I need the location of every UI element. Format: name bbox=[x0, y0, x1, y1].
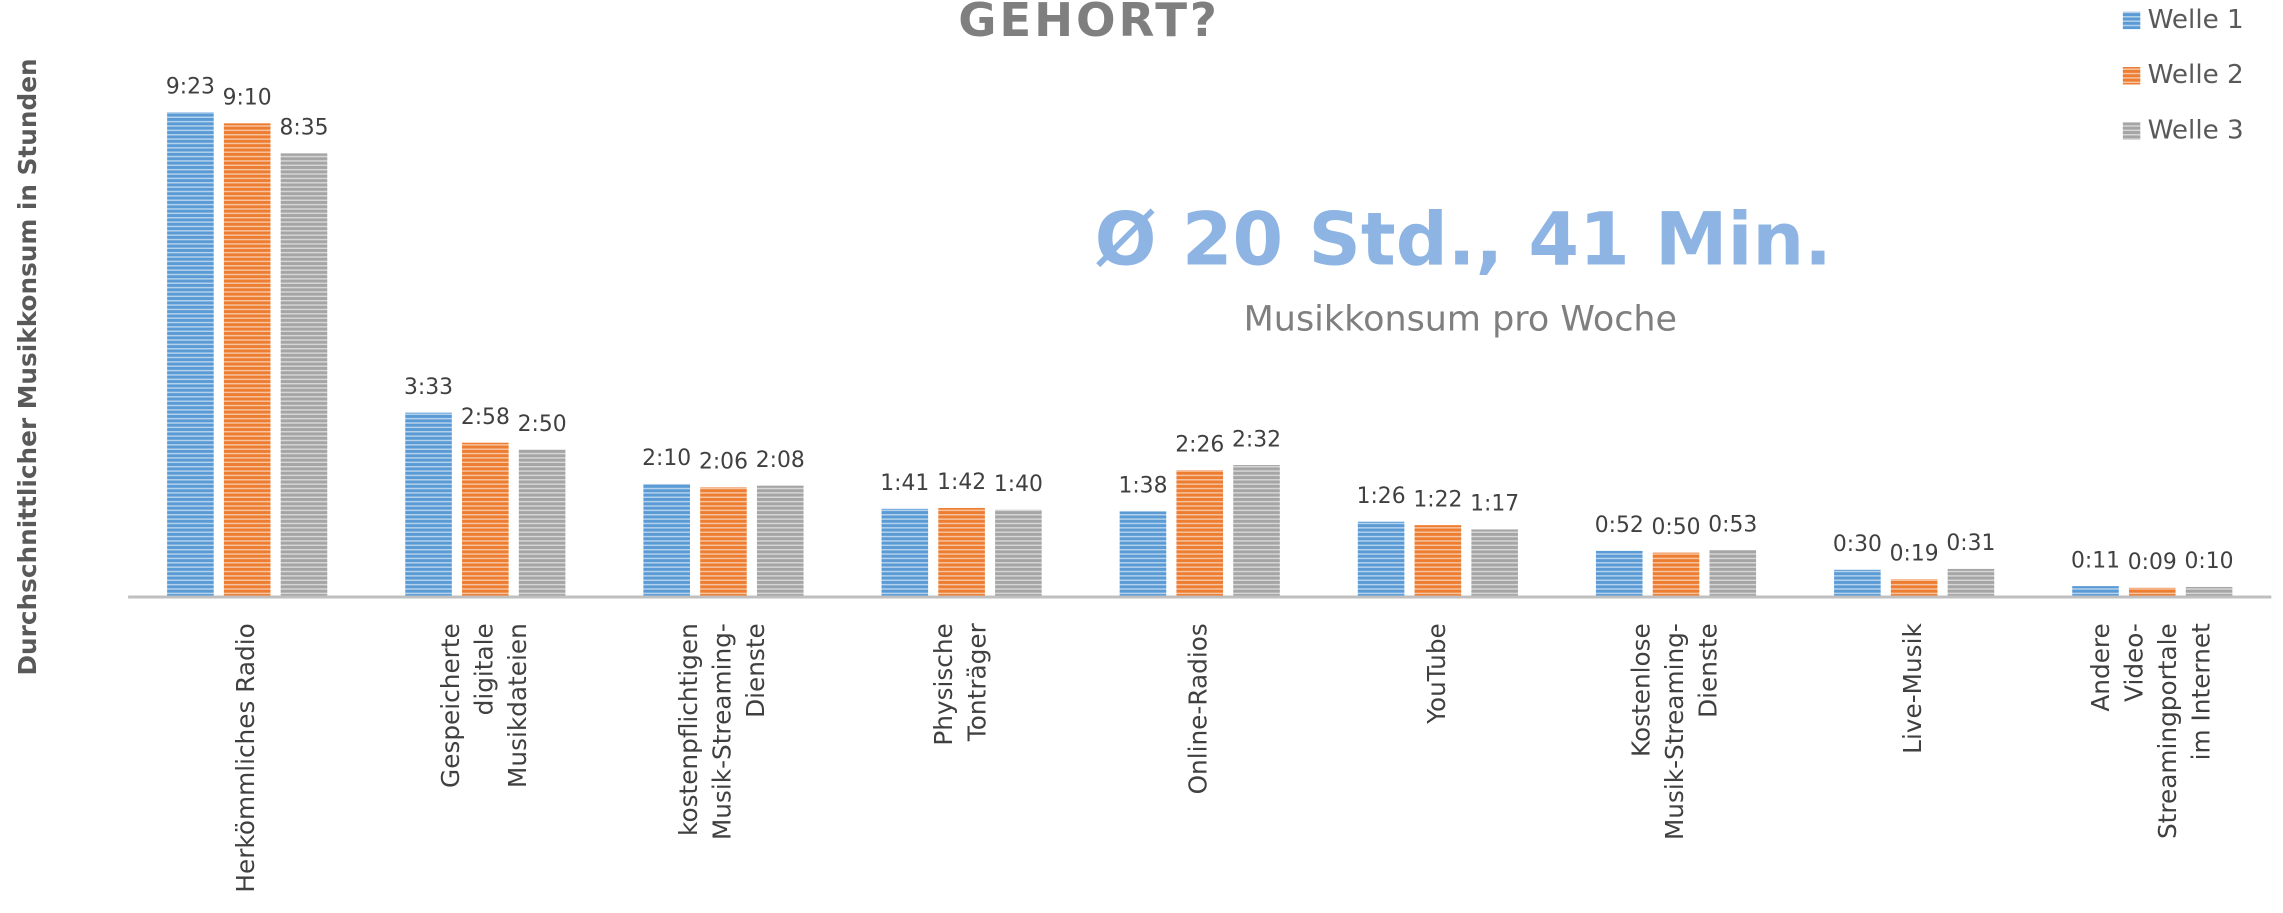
value-label: 2:10 bbox=[642, 446, 691, 471]
bar bbox=[756, 485, 804, 596]
x-tick-label: Kostenlose Musik-Streaming- Dienste bbox=[1627, 623, 1723, 840]
bar bbox=[1471, 529, 1518, 596]
value-label: 2:06 bbox=[699, 450, 748, 475]
bar bbox=[2185, 586, 2233, 596]
chart-title: GEHÖRT? bbox=[958, 0, 1220, 47]
legend-label: Welle 1 bbox=[2148, 5, 2244, 35]
x-tick-label: Andere Video- Streamingportale im Internet bbox=[2086, 623, 2215, 839]
bar bbox=[1176, 470, 1224, 596]
value-label: 0:11 bbox=[2071, 548, 2120, 573]
annotation-subtitle: Musikkonsum pro Woche bbox=[1244, 299, 1677, 339]
x-tick-label: Live-Musik bbox=[1898, 623, 1927, 754]
value-label: 2:32 bbox=[1232, 427, 1281, 452]
y-axis-label: Durchschnittlicher Musikkonsum in Stunde… bbox=[13, 58, 42, 675]
annotation-total: Ø 20 Std., 41 Min. bbox=[1095, 198, 1832, 283]
value-label: 1:38 bbox=[1118, 474, 1167, 499]
value-label: 3:33 bbox=[404, 375, 453, 400]
value-label: 2:08 bbox=[756, 448, 805, 473]
value-label: 1:26 bbox=[1357, 484, 1406, 509]
value-label: 0:52 bbox=[1595, 513, 1644, 538]
bar bbox=[1414, 525, 1462, 596]
value-label: 0:53 bbox=[1708, 512, 1757, 537]
value-label: 9:10 bbox=[223, 86, 272, 111]
value-label: 2:50 bbox=[518, 412, 567, 437]
bar bbox=[1709, 550, 1757, 596]
legend-swatch bbox=[2122, 11, 2141, 30]
bar bbox=[700, 487, 747, 596]
bar bbox=[1357, 521, 1405, 596]
bar bbox=[2128, 587, 2176, 596]
legend-swatch bbox=[2122, 67, 2141, 85]
bar bbox=[995, 509, 1042, 596]
value-label: 0:09 bbox=[2128, 550, 2177, 575]
bar bbox=[1834, 569, 1881, 596]
bar bbox=[1595, 550, 1643, 596]
value-label: 8:35 bbox=[279, 116, 328, 141]
bar bbox=[167, 112, 214, 596]
bar bbox=[2072, 586, 2119, 596]
x-tick-label: Herkömmliches Radio bbox=[231, 623, 260, 892]
legend-swatch bbox=[2122, 122, 2141, 140]
bar bbox=[1652, 552, 1700, 596]
bar bbox=[1947, 568, 1995, 596]
bar bbox=[223, 123, 271, 596]
x-tick-label: Online-Radios bbox=[1184, 623, 1213, 794]
bar bbox=[462, 442, 509, 596]
value-label: 2:58 bbox=[461, 405, 510, 430]
x-tick-label: kostenpflichtigen Musik-Streaming- Dienste bbox=[674, 623, 770, 840]
value-label: 0:30 bbox=[1833, 532, 1882, 557]
bar bbox=[881, 508, 929, 596]
value-label: 9:23 bbox=[166, 74, 215, 99]
bar bbox=[643, 483, 690, 596]
bar bbox=[1233, 465, 1280, 596]
value-label: 0:31 bbox=[1946, 531, 1995, 556]
value-label: 1:40 bbox=[994, 472, 1043, 497]
bar bbox=[518, 449, 566, 596]
bar bbox=[1119, 511, 1167, 596]
x-tick-label: Gespeicherte digitale Musikdateien bbox=[436, 623, 532, 788]
x-tick-label: Physische Tonträger bbox=[929, 622, 991, 745]
bar bbox=[1890, 579, 1938, 596]
legend-label: Welle 2 bbox=[2148, 60, 2244, 90]
legend-label: Welle 3 bbox=[2148, 116, 2244, 146]
value-label: 2:26 bbox=[1175, 432, 1224, 457]
value-label: 1:17 bbox=[1470, 492, 1519, 517]
value-label: 1:22 bbox=[1413, 487, 1462, 512]
value-label: 1:42 bbox=[937, 470, 986, 495]
value-label: 0:19 bbox=[1890, 541, 1939, 566]
bar bbox=[280, 153, 328, 596]
value-label: 0:10 bbox=[2185, 549, 2234, 574]
x-tick-label: YouTube bbox=[1422, 623, 1451, 725]
bar bbox=[938, 507, 985, 596]
value-label: 1:41 bbox=[880, 471, 929, 496]
value-label: 0:50 bbox=[1651, 515, 1700, 540]
bar bbox=[405, 412, 452, 596]
